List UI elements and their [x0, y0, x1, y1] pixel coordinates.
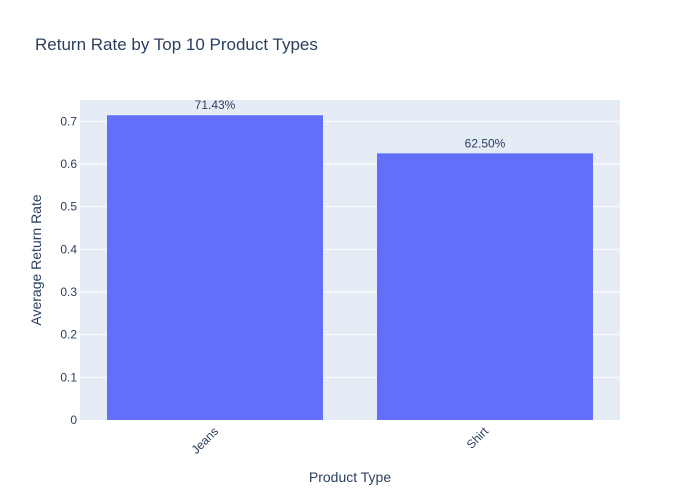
x-tick-label: Jeans [189, 424, 222, 457]
y-tick-label: 0.4 [60, 242, 77, 256]
bar-jeans[interactable] [107, 115, 323, 421]
bars [107, 115, 593, 421]
bar-shirt[interactable] [377, 153, 593, 421]
chart-title: Return Rate by Top 10 Product Types [35, 35, 318, 54]
bar-data-label: 71.43% [195, 98, 236, 112]
x-tick-label: Shirt [464, 424, 492, 452]
x-axis-title: Product Type [309, 469, 391, 485]
bar-data-labels: 71.43% 62.50% [195, 98, 506, 150]
y-tick-label: 0.7 [60, 114, 77, 128]
y-tick-label: 0 [70, 413, 77, 427]
y-tick-label: 0.2 [60, 328, 77, 342]
x-axis-ticks: Jeans Shirt [189, 424, 492, 457]
y-tick-label: 0.3 [60, 285, 77, 299]
y-tick-label: 0.1 [60, 370, 77, 384]
y-axis-ticks: 0 0.1 0.2 0.3 0.4 0.5 0.6 0.7 [60, 114, 77, 427]
y-tick-label: 0.6 [60, 157, 77, 171]
y-tick-label: 0.5 [60, 200, 77, 214]
y-axis-title: Average Return Rate [28, 194, 44, 325]
bar-data-label: 62.50% [465, 136, 506, 150]
